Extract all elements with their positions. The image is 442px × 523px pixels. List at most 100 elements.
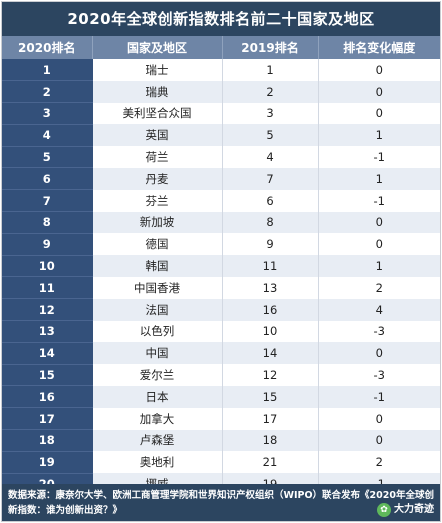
rank-2020-cell: 12 <box>2 298 93 322</box>
rank-2019-cell: 12 <box>222 364 319 386</box>
rank-2020-cell: 2 <box>2 80 93 104</box>
table-row: 18 卢森堡 18 0 <box>2 429 440 452</box>
table-row: 4 英国 5 1 <box>2 124 440 147</box>
rank-2020-cell: 4 <box>2 124 93 147</box>
country-cell: 新加坡 <box>92 211 223 234</box>
rank-2020-cell: 15 <box>2 364 93 387</box>
rank-2020-cell: 13 <box>2 320 93 343</box>
country-cell: 英国 <box>92 124 223 147</box>
rank-2020-cell: 5 <box>2 146 93 169</box>
table-row: 2 瑞典 2 0 <box>2 80 440 104</box>
rank-2019-cell: 15 <box>222 385 319 408</box>
rank-2019-cell: 4 <box>222 146 319 168</box>
table-row: 13 以色列 10 -3 <box>2 320 440 343</box>
rank-2020-cell: 17 <box>2 407 93 431</box>
country-cell: 丹麦 <box>92 167 223 190</box>
country-cell: 瑞士 <box>92 59 223 81</box>
rank-2019-cell: 9 <box>222 233 319 256</box>
brand-name: 大力奇迹 <box>394 504 434 515</box>
rank-2019-cell: 8 <box>222 211 319 234</box>
rank-2019-cell: 5 <box>222 124 319 147</box>
table-header-row: 2020排名 国家及地区 2019排名 排名变化幅度 <box>2 36 440 59</box>
country-cell: 爱尔兰 <box>92 364 223 386</box>
rank-2020-cell: 19 <box>2 451 93 474</box>
rank-change-cell: 0 <box>318 102 440 125</box>
wechat-icon: ✿ <box>377 502 391 517</box>
table-row: 19 奥地利 21 2 <box>2 451 440 474</box>
rank-change-cell: 1 <box>318 255 440 277</box>
country-cell: 加拿大 <box>92 407 223 430</box>
table-row: 16 日本 15 -1 <box>2 385 440 409</box>
rank-2020-cell: 18 <box>2 429 93 452</box>
rank-2019-cell: 7 <box>222 167 319 190</box>
header-country: 国家及地区 <box>92 36 223 59</box>
ranking-table: 2020排名 国家及地区 2019排名 排名变化幅度 1 瑞士 1 0 2 瑞典 2 0 3 美利… <box>2 36 440 496</box>
page-title: 2020年全球创新指数排名前二十国家及地区 <box>2 2 440 36</box>
rank-change-cell: 0 <box>318 342 440 365</box>
country-cell: 中国 <box>92 342 223 365</box>
rank-2020-cell: 14 <box>2 342 93 365</box>
rank-2019-cell: 16 <box>222 298 319 321</box>
country-cell: 法国 <box>92 298 223 321</box>
rank-change-cell: 0 <box>318 233 440 256</box>
rank-2020-cell: 9 <box>2 233 93 256</box>
rank-change-cell: 2 <box>318 451 440 474</box>
footer: 数据来源：康奈尔大学、欧洲工商管理学院和世界知识产权组织（WIPO）联合发布《2… <box>2 484 440 521</box>
rank-change-cell: 0 <box>318 59 440 81</box>
table-row: 12 法国 16 4 <box>2 298 440 322</box>
rank-change-cell: -3 <box>318 320 440 343</box>
rank-change-cell: 0 <box>318 211 440 234</box>
country-cell: 美利坚合众国 <box>92 102 223 125</box>
rank-change-cell: 0 <box>318 80 440 103</box>
rank-2019-cell: 17 <box>222 407 319 430</box>
rank-change-cell: -1 <box>318 385 440 408</box>
rank-change-cell: 1 <box>318 167 440 190</box>
table-row: 3 美利坚合众国 3 0 <box>2 102 440 125</box>
rank-2020-cell: 16 <box>2 385 93 409</box>
header-rank-2019: 2019排名 <box>222 36 319 59</box>
header-rank-2020: 2020排名 <box>2 36 93 59</box>
country-cell: 中国香港 <box>92 276 223 299</box>
rank-2020-cell: 8 <box>2 211 93 234</box>
rank-change-cell: -3 <box>318 364 440 386</box>
country-cell: 以色列 <box>92 320 223 343</box>
table-row: 14 中国 14 0 <box>2 342 440 365</box>
country-cell: 日本 <box>92 385 223 408</box>
rank-change-cell: 2 <box>318 276 440 299</box>
rank-2020-cell: 6 <box>2 167 93 191</box>
brand-watermark: ✿ 大力奇迹 <box>377 502 434 517</box>
rank-2019-cell: 18 <box>222 429 319 452</box>
table-row: 7 芬兰 6 -1 <box>2 189 440 213</box>
rank-2020-cell: 10 <box>2 255 93 278</box>
country-cell: 芬兰 <box>92 189 223 212</box>
source-note: 数据来源：康奈尔大学、欧洲工商管理学院和世界知识产权组织（WIPO）联合发布《2… <box>8 490 434 516</box>
rank-2020-cell: 7 <box>2 189 93 213</box>
table-row: 1 瑞士 1 0 <box>2 59 440 82</box>
rank-change-cell: 4 <box>318 298 440 321</box>
rank-2019-cell: 2 <box>222 80 319 103</box>
rank-2020-cell: 3 <box>2 102 93 125</box>
rank-2020-cell: 1 <box>2 59 93 82</box>
rank-2019-cell: 21 <box>222 451 319 474</box>
table-row: 15 爱尔兰 12 -3 <box>2 364 440 387</box>
header-rank-change: 排名变化幅度 <box>318 36 440 59</box>
table-row: 5 荷兰 4 -1 <box>2 146 440 169</box>
rank-2019-cell: 1 <box>222 59 319 81</box>
rank-change-cell: 0 <box>318 407 440 430</box>
table-row: 11 中国香港 13 2 <box>2 276 440 300</box>
rank-2019-cell: 10 <box>222 320 319 343</box>
table-row: 17 加拿大 17 0 <box>2 407 440 431</box>
rank-2019-cell: 11 <box>222 255 319 277</box>
country-cell: 德国 <box>92 233 223 256</box>
rank-change-cell: 0 <box>318 429 440 452</box>
rank-change-cell: -1 <box>318 146 440 168</box>
rank-2019-cell: 14 <box>222 342 319 365</box>
rank-2019-cell: 6 <box>222 189 319 212</box>
table-row: 6 丹麦 7 1 <box>2 167 440 191</box>
table-row: 8 新加坡 8 0 <box>2 211 440 234</box>
country-cell: 瑞典 <box>92 80 223 103</box>
table-row: 9 德国 9 0 <box>2 233 440 256</box>
country-cell: 奥地利 <box>92 451 223 474</box>
country-cell: 卢森堡 <box>92 429 223 452</box>
